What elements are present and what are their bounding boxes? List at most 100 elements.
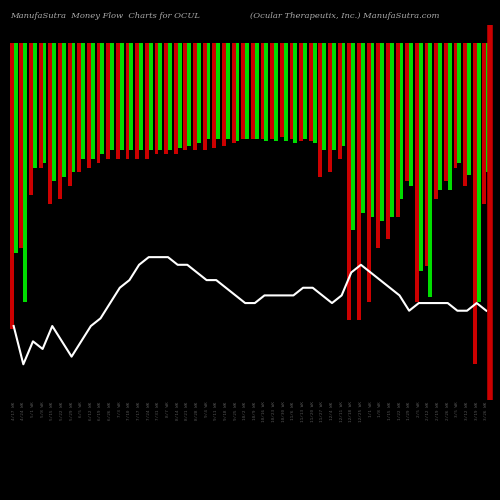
Bar [352,43,355,230]
Bar [232,43,235,143]
Bar [188,43,191,146]
Bar [274,43,278,141]
Bar [29,43,33,195]
Bar [290,43,294,140]
Bar [332,43,336,150]
Bar [212,43,216,148]
Bar [178,43,182,148]
Bar [409,43,413,186]
Bar [428,43,432,298]
Bar [370,43,374,217]
Bar [434,43,438,199]
Bar [245,43,249,140]
Bar [42,43,46,164]
Bar [158,43,162,150]
Bar [96,43,100,164]
Bar [361,43,365,212]
Bar [376,43,380,248]
Bar [193,43,197,150]
Bar [454,43,458,168]
Bar [14,43,18,253]
Bar [400,43,404,199]
Bar [154,43,158,154]
Bar [184,43,188,150]
Bar [303,43,307,140]
Bar [72,43,76,172]
Bar [312,43,316,143]
Bar [242,43,245,140]
Bar [33,43,37,168]
Bar [270,43,274,140]
Bar [58,43,62,199]
Bar [48,43,52,203]
Bar [482,43,486,203]
Bar [78,43,81,172]
Bar [342,43,345,146]
Bar [419,43,422,270]
Bar [264,43,268,141]
Bar [91,43,94,159]
Bar [251,43,255,140]
Bar [260,43,264,140]
Bar [284,43,288,141]
Bar [236,43,240,141]
Bar [216,43,220,140]
Bar [39,43,42,168]
Bar [20,43,24,248]
Bar [164,43,168,154]
Bar [116,43,120,159]
Bar [126,43,130,159]
Bar [390,43,394,217]
Bar [309,43,312,141]
Bar [415,43,419,302]
Bar [148,43,152,150]
Bar [106,43,110,159]
Bar [406,43,409,181]
Bar [473,43,476,364]
Bar [444,43,448,181]
Bar [338,43,342,159]
Bar [318,43,322,177]
Bar [463,43,467,186]
Bar [100,43,104,154]
Bar [476,43,480,302]
Bar [81,43,85,159]
Bar [87,43,91,168]
Bar [68,43,71,186]
Bar [226,43,230,140]
Bar [458,43,461,164]
Bar [348,43,352,320]
Bar [52,43,56,181]
Bar [24,43,27,302]
Bar [366,43,370,302]
Bar [280,43,284,136]
Bar [197,43,201,143]
Bar [357,43,361,320]
Bar [120,43,124,150]
Bar [255,43,258,140]
Bar [110,43,114,150]
Bar [448,43,452,190]
Bar [145,43,148,159]
Bar [135,43,139,159]
Bar [294,43,298,143]
Bar [139,43,143,150]
Bar [386,43,390,240]
Bar [486,43,490,172]
Text: (Ocular Therapeutix, Inc.) ManufaSutra.com: (Ocular Therapeutix, Inc.) ManufaSutra.c… [250,12,440,20]
Bar [174,43,178,154]
Bar [467,43,471,175]
Bar [299,43,303,141]
Bar [380,43,384,222]
Bar [322,43,326,150]
Text: ManufaSutra  Money Flow  Charts for OCUL: ManufaSutra Money Flow Charts for OCUL [10,12,200,20]
Bar [438,43,442,190]
Bar [10,43,14,329]
Bar [424,43,428,266]
Bar [396,43,400,217]
Bar [222,43,226,146]
Bar [328,43,332,172]
Bar [62,43,66,177]
Bar [202,43,206,150]
Bar [168,43,172,150]
